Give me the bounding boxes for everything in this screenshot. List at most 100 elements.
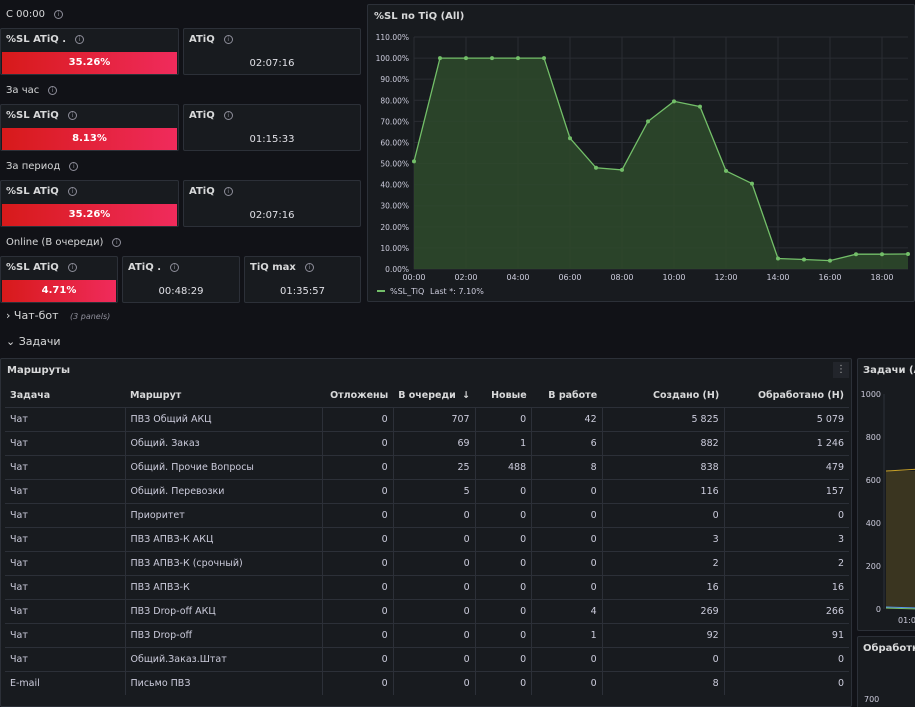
info-icon[interactable]: i <box>223 111 233 120</box>
sl-tiq-chart: 0.00% 10.00% 20.00% 30.00% 40.00% 50.00% 60.00… <box>376 33 910 296</box>
info-icon[interactable]: i <box>67 263 77 272</box>
table-cell: 0 <box>475 670 533 695</box>
y-tick-label: 80.00% <box>380 96 409 105</box>
stat-panel-atiq-3[interactable]: ATiQ i 02:07:16 <box>183 180 361 227</box>
row-chatbot[interactable]: › Чат-бот (3 panels) <box>6 309 111 322</box>
info-icon[interactable]: i <box>112 238 122 247</box>
col-header-deferred[interactable]: Отложены <box>330 389 389 401</box>
data-point[interactable] <box>802 257 806 262</box>
info-icon[interactable]: i <box>48 86 58 95</box>
col-header-created[interactable]: Создано (Н) <box>653 389 720 401</box>
table-row[interactable]: Чат ПВЗ АПВЗ-К 0 0 0 0 16 16 <box>5 574 849 599</box>
table-cell: 0 <box>724 670 849 695</box>
data-point[interactable] <box>594 165 598 170</box>
sl-tiq-chart-panel[interactable]: %SL по TiQ (All) 0.00% 10.00% 20.00% 30.00%… <box>367 4 915 302</box>
data-point[interactable] <box>516 56 520 61</box>
table-row[interactable]: Чат ПВЗ Drop-off АКЦ 0 0 0 4 269 266 <box>5 598 849 623</box>
y-tick: 700 <box>864 695 880 704</box>
table-cell: 0 <box>393 670 476 695</box>
info-icon[interactable]: i <box>67 111 77 120</box>
table-title: Маршруты <box>7 365 70 376</box>
col-header-processed[interactable]: Обработано (Н) <box>757 389 844 401</box>
data-point[interactable] <box>672 99 676 104</box>
tasks-chart-panel[interactable]: Задачи (All 1000 800 600 400 200 0 01:00 <box>857 358 915 631</box>
data-point[interactable] <box>750 181 754 186</box>
table-cell: 0 <box>322 574 394 599</box>
stat-panel-tiq-max[interactable]: TiQ max i 01:35:57 <box>244 256 361 303</box>
data-point[interactable] <box>490 56 494 61</box>
data-point[interactable] <box>464 56 468 61</box>
table-cell: 5 079 <box>724 406 849 431</box>
info-icon[interactable]: i <box>67 187 77 196</box>
stat-panel-sl-4[interactable]: %SL ATiQ i 4.71% <box>0 256 118 303</box>
stat-panel-sl-1[interactable]: %SL ATiQ .i 35.26% <box>0 28 179 75</box>
table-cell: Чат <box>5 622 126 647</box>
data-point[interactable] <box>880 252 884 257</box>
data-point[interactable] <box>906 252 910 257</box>
y-tick-label: 10.00% <box>380 244 409 253</box>
table-cell: 92 <box>602 622 725 647</box>
table-cell: 0 <box>393 574 476 599</box>
data-point[interactable] <box>646 119 650 124</box>
col-header-queued[interactable]: В очереди ↓ <box>398 389 471 401</box>
table-cell: Общий. Заказ <box>125 430 323 455</box>
data-point[interactable] <box>568 136 572 141</box>
data-point[interactable] <box>438 56 442 61</box>
table-cell: 0 <box>531 574 603 599</box>
data-point[interactable] <box>828 258 832 263</box>
table-row[interactable]: Чат ПВЗ Drop-off 0 0 0 1 92 91 <box>5 622 849 647</box>
table-cell: 0 <box>531 502 603 527</box>
data-point[interactable] <box>776 256 780 261</box>
info-icon[interactable]: i <box>170 263 179 272</box>
more-vertical-icon[interactable]: ⋮ <box>833 362 849 378</box>
x-tick-label: 06:00 <box>558 273 581 282</box>
table-row[interactable]: Чат ПВЗ АПВЗ-К (срочный) 0 0 0 0 2 2 <box>5 550 849 575</box>
stat-panel-atiq-1[interactable]: ATiQ i 02:07:16 <box>183 28 361 75</box>
table-cell: 0 <box>475 646 533 671</box>
stat-value-tiq-max: 01:35:57 <box>280 286 325 297</box>
col-header-in-progress[interactable]: В работе <box>548 389 598 401</box>
data-point[interactable] <box>698 104 702 109</box>
data-point[interactable] <box>542 56 546 61</box>
info-icon[interactable]: i <box>75 35 85 44</box>
table-row[interactable]: Чат ПВЗ АПВЗ-К АКЦ 0 0 0 0 3 3 <box>5 526 849 551</box>
table-cell: 0 <box>475 526 533 551</box>
stat-panel-atiq-4[interactable]: ATiQ .i 00:48:29 <box>122 256 240 303</box>
table-cell: 0 <box>322 670 394 695</box>
info-icon[interactable]: i <box>223 187 233 196</box>
info-icon[interactable]: i <box>53 10 63 19</box>
row-tasks[interactable]: ⌄ Задачи <box>6 335 61 348</box>
data-point[interactable] <box>412 159 416 164</box>
info-icon[interactable]: i <box>223 35 233 44</box>
processing-panel[interactable]: Обработка 700 <box>857 636 915 707</box>
table-row[interactable]: Чат Общий. Заказ 0 69 1 6 882 1 246 <box>5 430 849 455</box>
chart-legend[interactable]: %SL_TiQ Last *: 7.10% <box>377 287 484 296</box>
col-header-route[interactable]: Маршрут <box>130 389 182 401</box>
table-cell: ПВЗ АПВЗ-К <box>125 574 323 599</box>
info-icon[interactable]: i <box>304 263 314 272</box>
table-cell: 0 <box>475 502 533 527</box>
data-point[interactable] <box>620 167 624 172</box>
table-row[interactable]: Чат ПВЗ Общий АКЦ 0 707 0 42 5 825 5 079 <box>5 406 849 431</box>
table-cell: 69 <box>393 430 476 455</box>
col-header-new[interactable]: Новые <box>491 389 527 401</box>
table-row[interactable]: E-mail Письмо ПВЗ 0 0 0 0 8 0 <box>5 670 849 695</box>
table-row[interactable]: Чат Приоритет 0 0 0 0 0 0 <box>5 502 849 527</box>
routes-table-panel[interactable]: Маршруты ⋮ Задача Маршрут Отложены В оче… <box>0 358 852 707</box>
info-icon[interactable]: i <box>69 162 79 171</box>
table-cell: Чат <box>5 646 126 671</box>
col-header-task[interactable]: Задача <box>10 389 51 401</box>
data-point[interactable] <box>724 168 728 173</box>
stat-panel-atiq-2[interactable]: ATiQ i 01:15:33 <box>183 104 361 151</box>
table-row[interactable]: Чат Общий. Прочие Вопросы 0 25 488 8 838 479 <box>5 454 849 479</box>
table-row[interactable]: Чат Общий.Заказ.Штат 0 0 0 0 0 0 <box>5 646 849 671</box>
y-tick-label: 30.00% <box>380 202 409 211</box>
stat-panel-sl-2[interactable]: %SL ATiQ i 8.13% <box>0 104 179 151</box>
stat-panel-sl-3[interactable]: %SL ATiQ i 35.26% <box>0 180 179 227</box>
table-cell: Чат <box>5 550 126 575</box>
table-row[interactable]: Чат Общий. Перевозки 0 5 0 0 116 157 <box>5 478 849 503</box>
x-tick-label: 08:00 <box>610 273 633 282</box>
legend-series-name: %SL_TiQ <box>390 287 424 296</box>
data-point[interactable] <box>854 252 858 257</box>
table-cell: Чат <box>5 598 126 623</box>
